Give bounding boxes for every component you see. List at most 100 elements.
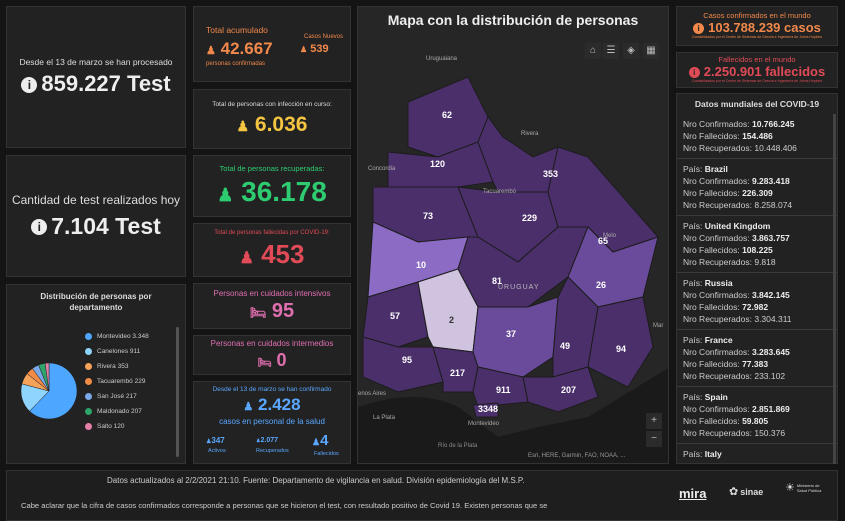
legend-value: 353 bbox=[117, 363, 129, 370]
country-deaths: Nro Fallecidos: 72.982 bbox=[683, 302, 769, 312]
total-value: 42.667 bbox=[220, 39, 273, 58]
world-list-scrollbar[interactable] bbox=[833, 114, 836, 464]
country-recovered: Nro Recuperados: 8.258.074 bbox=[683, 200, 793, 210]
grid-icon[interactable]: ▦ bbox=[643, 43, 659, 59]
pie-slice[interactable] bbox=[29, 362, 78, 420]
intermediate-value: 0 bbox=[276, 350, 287, 370]
list-icon[interactable]: ☰ bbox=[603, 43, 619, 59]
person-icon: ♟ bbox=[206, 439, 212, 445]
sinae-icon: ✿ bbox=[729, 486, 739, 498]
legend-swatch bbox=[85, 348, 92, 355]
zoom-out-button[interactable]: − bbox=[646, 431, 662, 447]
country-deaths: Nro Fallecidos: 77.383 bbox=[683, 359, 769, 369]
mira-logo: mira bbox=[679, 486, 707, 501]
total-label: Total acumulado bbox=[206, 25, 268, 35]
health-value: 2.428 bbox=[258, 395, 301, 414]
world-deaths-label: Fallecidos en el mundo bbox=[718, 55, 796, 64]
dept-distribution-panel: Distribución de personas por departament… bbox=[6, 284, 186, 464]
dept-legend: Montevideo 3.348 Canelones 911 Rivera 353 T… bbox=[85, 329, 177, 434]
world-confirmed-label: Casos confirmados en el mundo bbox=[703, 11, 811, 20]
legend-value: 911 bbox=[129, 348, 141, 355]
world-country-item[interactable]: País: ItalyNro Confirmados: 2.570.608Nro… bbox=[677, 444, 837, 463]
deaths-label: Total de personas fallecidas por COVID-1… bbox=[214, 230, 330, 236]
legend-label: Maldonado bbox=[97, 408, 130, 415]
legend-label: Tacuarembó bbox=[97, 378, 133, 385]
legend-value: 217 bbox=[125, 393, 137, 400]
place-label: Río de la Plata bbox=[438, 443, 478, 449]
map-value: 229 bbox=[522, 213, 537, 223]
health-deaths-label: Fallecidos bbox=[314, 451, 339, 457]
icu-value: 95 bbox=[271, 300, 295, 322]
country-confirmed: Nro Confirmados: 3.863.757 bbox=[683, 233, 790, 243]
legend-item[interactable]: Salto 120 bbox=[85, 419, 177, 434]
health-recovered-label: Recuperados bbox=[256, 448, 289, 454]
health-active-value: 347 bbox=[211, 436, 225, 445]
legend-label: San José bbox=[97, 393, 125, 400]
map-attribution: Esri, HERE, Garmin, FAO, NOAA, ... bbox=[528, 453, 626, 459]
world-country-item[interactable]: País: United Kingdom Nro Confirmados: 3.8… bbox=[677, 216, 837, 273]
legend-label: Canelones bbox=[97, 348, 129, 355]
uruguay-map[interactable]: 62 120 353 73 229 65 10 81 26 57 2 37 49… bbox=[358, 7, 669, 464]
legend-swatch bbox=[85, 378, 92, 385]
dept-pie-chart[interactable] bbox=[19, 361, 79, 421]
world-country-item[interactable]: País: Spain Nro Confirmados: 2.851.869 Nro… bbox=[677, 387, 837, 444]
legend-item[interactable]: Montevideo 3.348 bbox=[85, 329, 177, 344]
legend-label: Rivera bbox=[97, 363, 116, 370]
world-country-item[interactable]: País: France Nro Confirmados: 3.283.645 Nr… bbox=[677, 330, 837, 387]
map-value: 3348 bbox=[478, 404, 498, 414]
legend-item[interactable]: Maldonado 207 bbox=[85, 404, 177, 419]
map-value: 81 bbox=[492, 276, 502, 286]
bed-icon: 🛏 bbox=[249, 305, 267, 320]
country-confirmed: Nro Confirmados: 3.283.645 bbox=[683, 347, 790, 357]
icu-panel: Personas en cuidados intensivos 🛏 95 bbox=[193, 283, 351, 329]
country-recovered: Nro Recuperados: 150.376 bbox=[683, 428, 786, 438]
world-data-title: Datos mundiales del COVID-19 bbox=[694, 99, 820, 109]
legend-swatch bbox=[85, 363, 92, 370]
world-deaths-panel: Fallecidos en el mundo i 2.250.901 fallec… bbox=[676, 52, 838, 88]
world-country-list[interactable]: Nro Confirmados: 10.766.245 Nro Fallecido… bbox=[677, 114, 837, 463]
info-icon: i bbox=[688, 67, 700, 79]
new-cases-label: Casos Nuevos bbox=[304, 34, 344, 40]
pie-slice[interactable] bbox=[44, 362, 50, 392]
legend-label: Salto bbox=[97, 423, 112, 430]
world-country-item[interactable]: País: Brazil Nro Confirmados: 9.283.418 Nr… bbox=[677, 159, 837, 216]
msp-icon: ☀ bbox=[785, 482, 795, 494]
intermediate-care-panel: Personas en cuidados intermedios 🛏 0 bbox=[193, 335, 351, 375]
legend-item[interactable]: Tacuarembó 229 bbox=[85, 374, 177, 389]
legend-item[interactable]: San José 217 bbox=[85, 389, 177, 404]
world-confirmed-sub: Contabilizados por el Centro de Sistemas… bbox=[691, 35, 823, 39]
person-icon: ♟ bbox=[206, 45, 216, 57]
health-sub: casos en personal de la salud bbox=[219, 417, 325, 426]
place-label: enos Aires bbox=[358, 391, 386, 397]
legend-scrollbar[interactable] bbox=[176, 327, 179, 457]
legend-item[interactable]: Canelones 911 bbox=[85, 344, 177, 359]
place-label: Melo bbox=[603, 233, 617, 239]
map-value: 10 bbox=[416, 260, 426, 270]
legend-value: 3.348 bbox=[132, 333, 149, 340]
health-active-label: Activos bbox=[208, 448, 226, 454]
person-icon: ♟ bbox=[312, 437, 321, 447]
map-panel: Mapa con la distribución de personas 62 … bbox=[357, 6, 669, 464]
country-name: País: United Kingdom bbox=[683, 221, 771, 231]
world-deaths-value: 2.250.901 fallecidos bbox=[703, 64, 826, 79]
place-label: Rivera bbox=[521, 131, 539, 137]
layers-icon[interactable]: ◈ bbox=[623, 43, 639, 59]
zoom-in-button[interactable]: + bbox=[646, 413, 662, 429]
world-confirmed-value: 103.788.239 casos bbox=[708, 20, 821, 35]
person-icon: ♟ bbox=[256, 438, 261, 444]
home-icon[interactable]: ⌂ bbox=[585, 43, 601, 59]
world-country-item[interactable]: País: Russia Nro Confirmados: 3.842.145 Nr… bbox=[677, 273, 837, 330]
deaths-value: 453 bbox=[261, 239, 305, 269]
recovered-panel: Total de personas recuperadas: ♟ 36.178 bbox=[193, 155, 351, 217]
map-value: 57 bbox=[390, 311, 400, 321]
place-label: Concordia bbox=[368, 166, 396, 172]
legend-item[interactable]: Rivera 353 bbox=[85, 359, 177, 374]
world-country-item[interactable]: Nro Confirmados: 10.766.245 Nro Fallecido… bbox=[677, 114, 837, 159]
map-value: 95 bbox=[402, 355, 412, 365]
tests-today-value: 7.104 Test bbox=[51, 212, 161, 239]
place-label: Tacuarembó bbox=[483, 189, 517, 195]
country-recovered: Nro Recuperados: 9.818 bbox=[683, 257, 776, 267]
bed-icon: 🛏 bbox=[257, 357, 272, 369]
country-recovered: Nro Recuperados: 233.102 bbox=[683, 371, 786, 381]
